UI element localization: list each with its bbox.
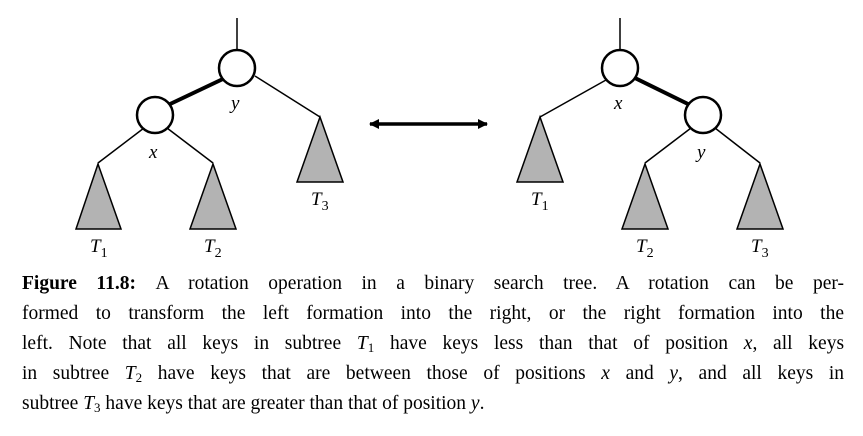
right-subtree-t2 [620, 161, 670, 230]
left-x-to-t1-edge [97, 127, 145, 164]
left-tree: y x T1 T2 T3 [74, 18, 345, 260]
figure-caption: Figure 11.8: A rotation operation in a b… [22, 269, 844, 419]
right-y-to-t2-edge [644, 127, 692, 164]
right-node-x [600, 48, 640, 88]
right-tree: x y T1 T2 T3 [515, 18, 785, 260]
right-t1-label: T1 [531, 189, 549, 214]
right-node-y [683, 95, 723, 135]
left-t3-label: T3 [311, 189, 329, 214]
right-t3-label: T3 [751, 236, 769, 260]
left-node-x [135, 95, 175, 135]
caption-figure-label: Figure 11.8: [22, 273, 136, 294]
left-subtree-t2 [188, 161, 238, 230]
caption-line-2: formed to transform the left formation i… [22, 303, 844, 324]
right-subtree-t3 [735, 161, 785, 230]
right-node-y-label: y [695, 142, 706, 163]
right-root-to-t1-edge [539, 79, 607, 118]
right-t2-label: T2 [636, 236, 654, 260]
left-subtree-t1 [74, 161, 123, 230]
diagram-canvas: y x T1 T2 T3 x y T1 T2 T3 [74, 18, 785, 260]
right-node-x-label: x [613, 93, 623, 114]
caption-line-3: left. Note that all keys in subtree T1 h… [22, 333, 845, 355]
left-root-to-x-edge [167, 76, 226, 107]
left-node-x-label: x [148, 142, 158, 163]
left-t1-label: T1 [90, 236, 108, 260]
left-root-to-t3-edge [254, 75, 321, 118]
caption-line-4: in subtree T2 have keys that are between… [22, 363, 845, 385]
left-x-to-t2-edge [166, 127, 214, 164]
left-node-y [217, 48, 257, 88]
caption-line-5: subtree T3 have keys that are greater th… [22, 393, 485, 415]
left-subtree-t3 [295, 114, 345, 183]
right-root-to-y-edge [634, 76, 691, 107]
right-subtree-t1 [515, 114, 565, 183]
left-t2-label: T2 [204, 236, 222, 260]
rotation-diagram: y x T1 T2 T3 x y T1 T2 T3 [74, 18, 785, 260]
left-node-y-label: y [229, 93, 240, 114]
caption-line-1: Figure 11.8: A rotation operation in a b… [22, 273, 845, 294]
right-y-to-t3-edge [714, 127, 761, 164]
